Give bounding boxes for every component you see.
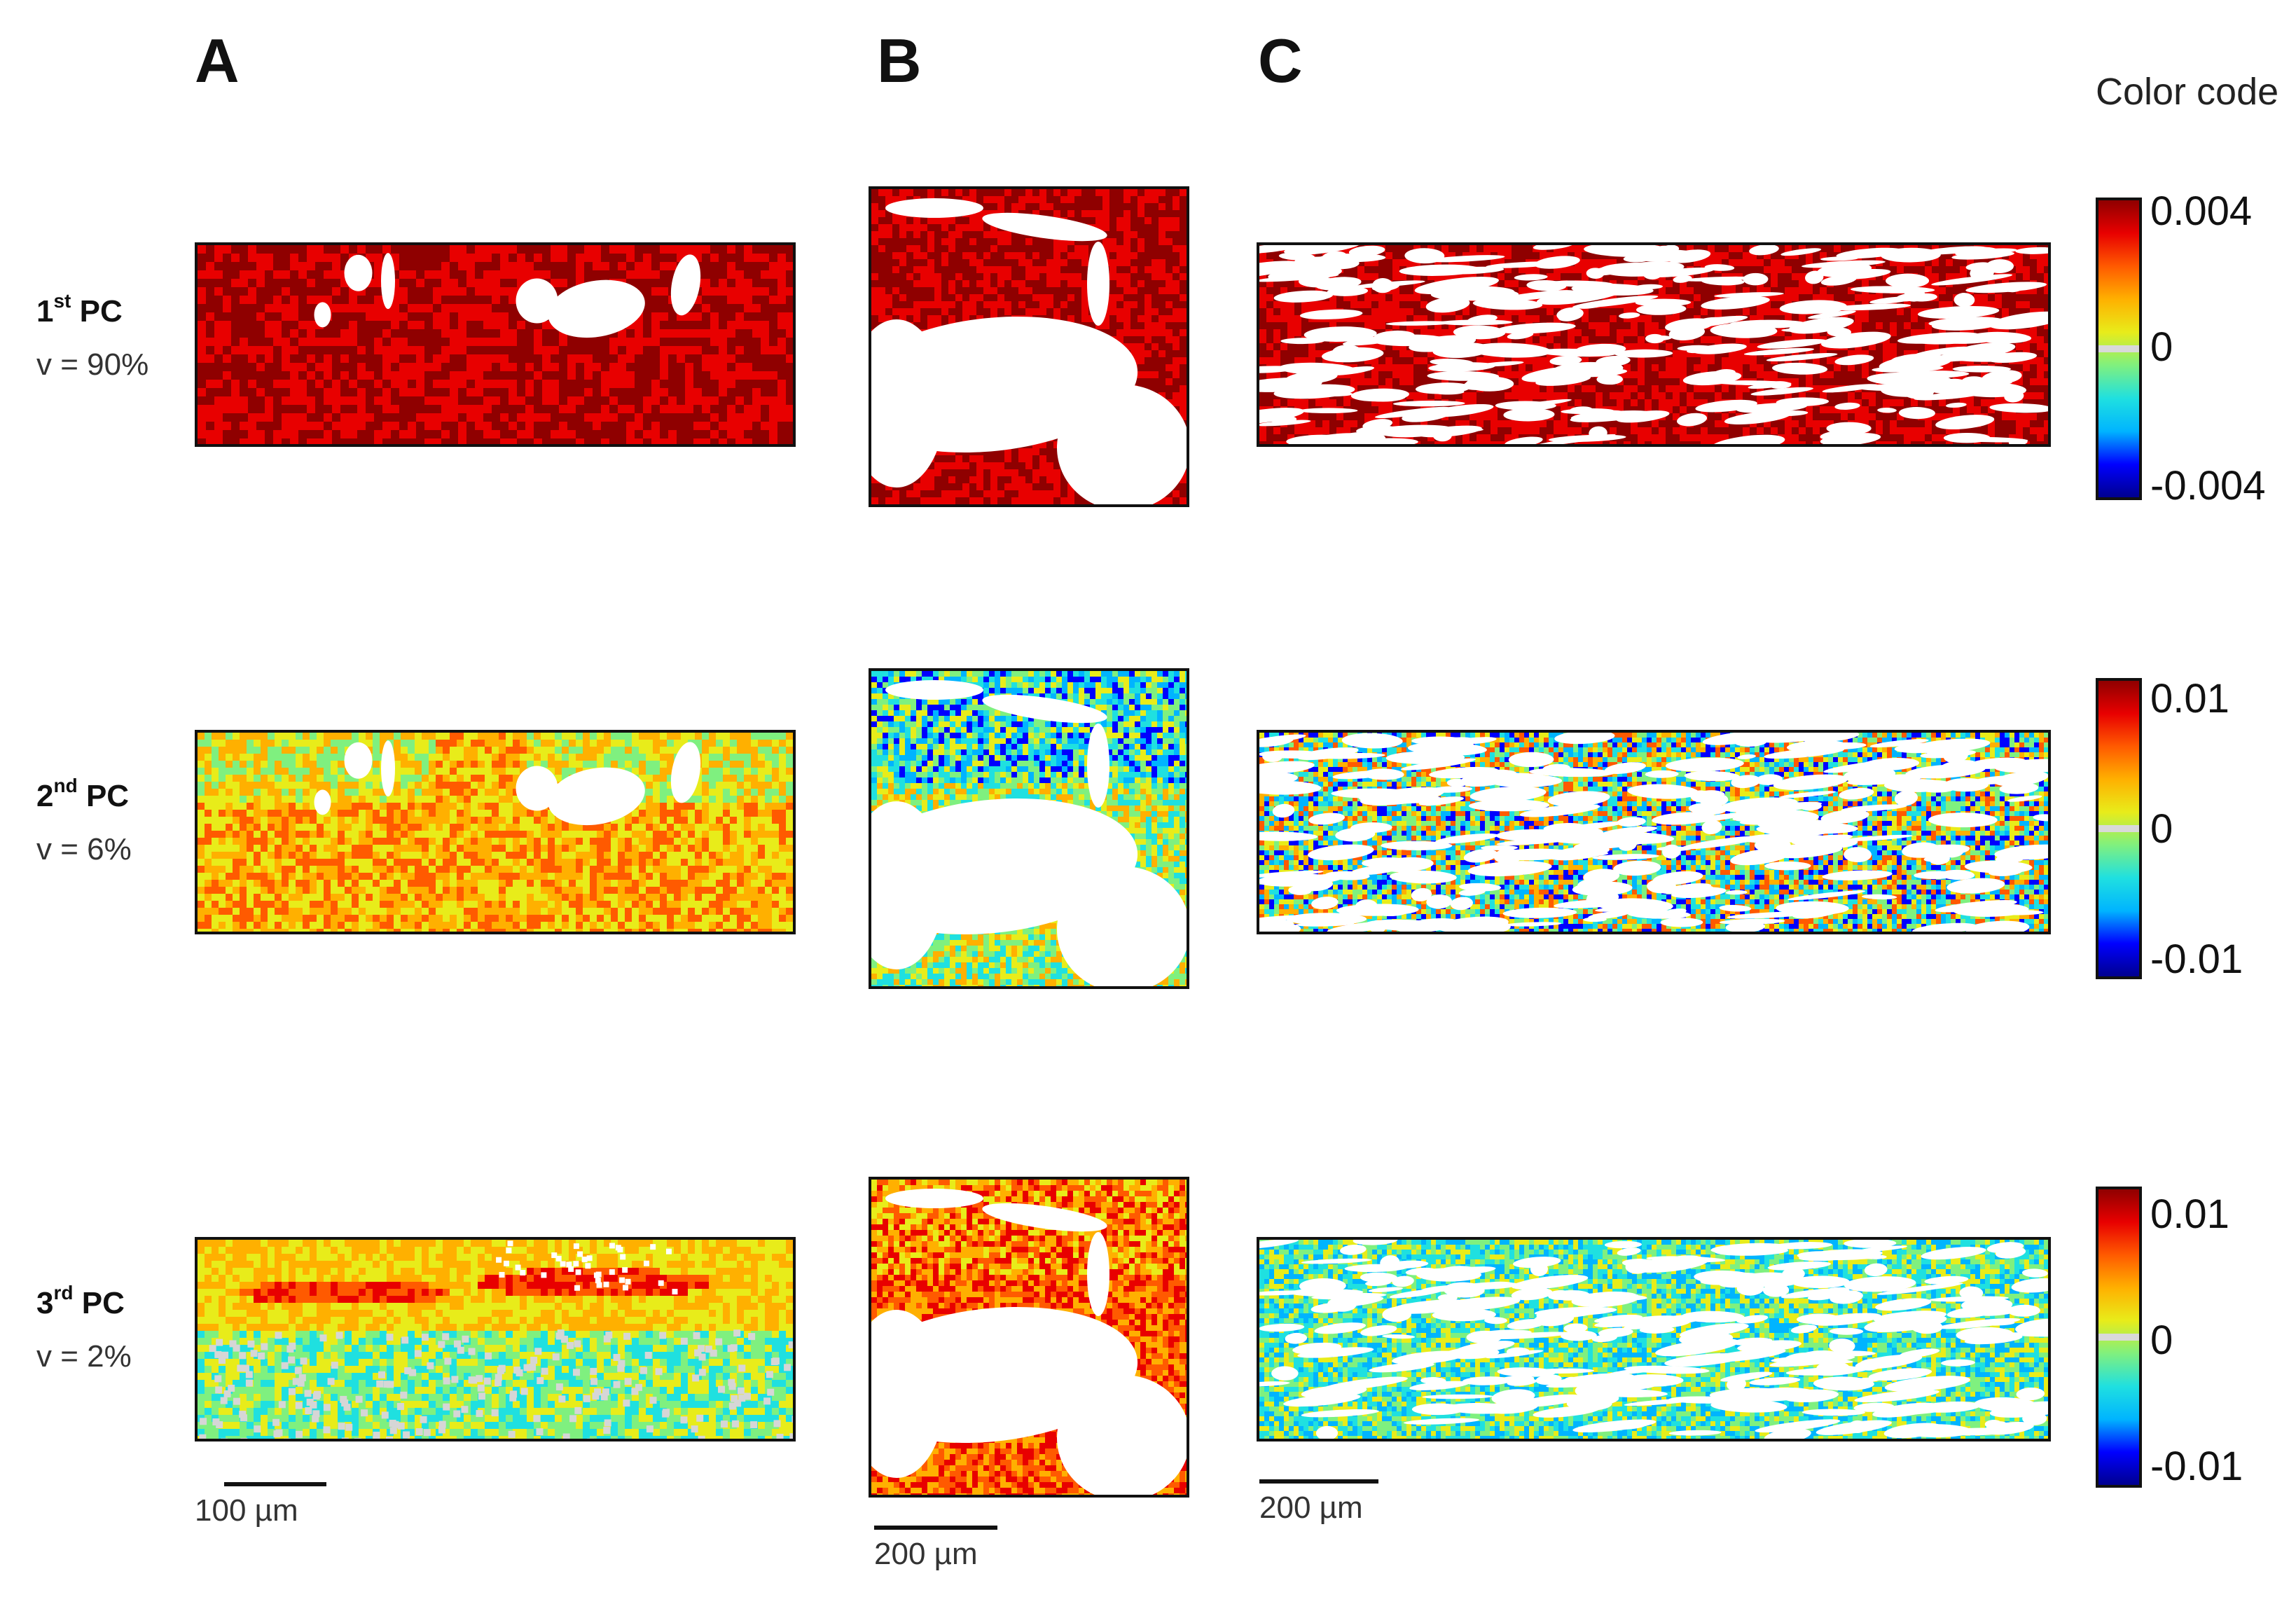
- column-label-a: A: [195, 25, 240, 97]
- colorbar-zero-band: [2098, 345, 2139, 352]
- pc-name: 3rd PC: [36, 1283, 132, 1321]
- map-c-pc2: [1257, 730, 2051, 934]
- colorbar-min-label: -0.01: [2150, 936, 2243, 983]
- map-b-pc3: [869, 1177, 1189, 1498]
- scalebar-line: [874, 1526, 997, 1530]
- colorbar-max-label: 0.01: [2150, 675, 2229, 722]
- pc-name: 2nd PC: [36, 776, 132, 814]
- scalebar-label: 100 µm: [195, 1493, 326, 1528]
- row-label-pc1: 1st PC v = 90%: [36, 291, 148, 382]
- colorbar-zero-label: 0: [2150, 324, 2173, 371]
- variance-label: v = 6%: [36, 832, 132, 867]
- colorbar-zero-band: [2098, 1334, 2139, 1341]
- scalebar-line: [1259, 1479, 1378, 1484]
- colorbar-zero-band: [2098, 825, 2139, 832]
- colorbar-title: Color code: [2096, 67, 2278, 117]
- colorbar-min-label: -0.004: [2150, 462, 2265, 509]
- colorbar-min-label: -0.01: [2150, 1443, 2243, 1490]
- pc-name: 1st PC: [36, 291, 148, 329]
- map-a-pc3: [195, 1237, 796, 1441]
- colorbar-max-label: 0.01: [2150, 1191, 2229, 1238]
- scalebar-b: 200 µm: [874, 1526, 997, 1572]
- colorbar-pc3: [2096, 1187, 2142, 1488]
- map-a-pc2: [195, 730, 796, 934]
- variance-label: v = 90%: [36, 347, 148, 382]
- colorbar-max-label: 0.004: [2150, 188, 2252, 235]
- map-c-pc1: [1257, 242, 2051, 447]
- colorbar-pc2: [2096, 678, 2142, 979]
- colorbar-zero-label: 0: [2150, 806, 2173, 852]
- scalebar-label: 200 µm: [874, 1537, 997, 1572]
- column-label-b: B: [877, 25, 922, 97]
- scalebar-line: [224, 1482, 326, 1486]
- colorbar-pc1: [2096, 198, 2142, 500]
- map-b-pc1: [869, 186, 1189, 507]
- variance-label: v = 2%: [36, 1339, 132, 1374]
- scalebar-c: 200 µm: [1259, 1479, 1378, 1526]
- scalebar-label: 200 µm: [1259, 1491, 1378, 1526]
- column-label-c: C: [1258, 25, 1303, 97]
- map-a-pc1: [195, 242, 796, 447]
- row-label-pc2: 2nd PC v = 6%: [36, 776, 132, 867]
- scalebar-a: 100 µm: [195, 1482, 326, 1528]
- row-label-pc3: 3rd PC v = 2%: [36, 1283, 132, 1374]
- map-c-pc3: [1257, 1237, 2051, 1441]
- colorbar-zero-label: 0: [2150, 1317, 2173, 1364]
- map-b-pc2: [869, 668, 1189, 989]
